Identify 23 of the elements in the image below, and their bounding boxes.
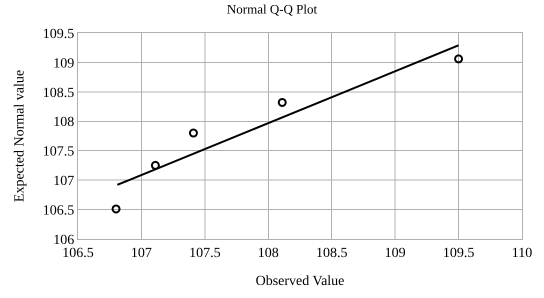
x-tick-label: 109	[384, 246, 406, 261]
point	[150, 160, 160, 170]
y-tick-label: 106	[53, 232, 74, 248]
x-tick-label: 109.5	[442, 246, 474, 261]
x-tick-label: 108.5	[316, 246, 348, 261]
x-tick-label: 107.5	[189, 246, 221, 261]
y-tick-label: 107.5	[42, 144, 74, 160]
y-tick-label: 109	[53, 56, 74, 72]
y-tick-label: 109.5	[42, 26, 74, 42]
chart-title: Normal Q-Q Plot	[226, 2, 318, 17]
x-tick-label: 110	[512, 246, 532, 261]
point	[112, 204, 121, 214]
x-tick-label: 108	[258, 246, 279, 261]
y-axis-title: Expected Normal value	[12, 70, 28, 202]
point	[454, 54, 464, 64]
point	[278, 98, 287, 107]
y-tick-label: 106.5	[42, 203, 74, 218]
x-axis-title: Observed Value	[256, 274, 344, 290]
y-tick-label: 107	[53, 174, 74, 190]
y-tick-label: 108	[53, 115, 74, 130]
x-tick-label: 107	[130, 246, 152, 261]
point	[188, 128, 198, 138]
y-tick-label: 108.5	[42, 86, 74, 101]
